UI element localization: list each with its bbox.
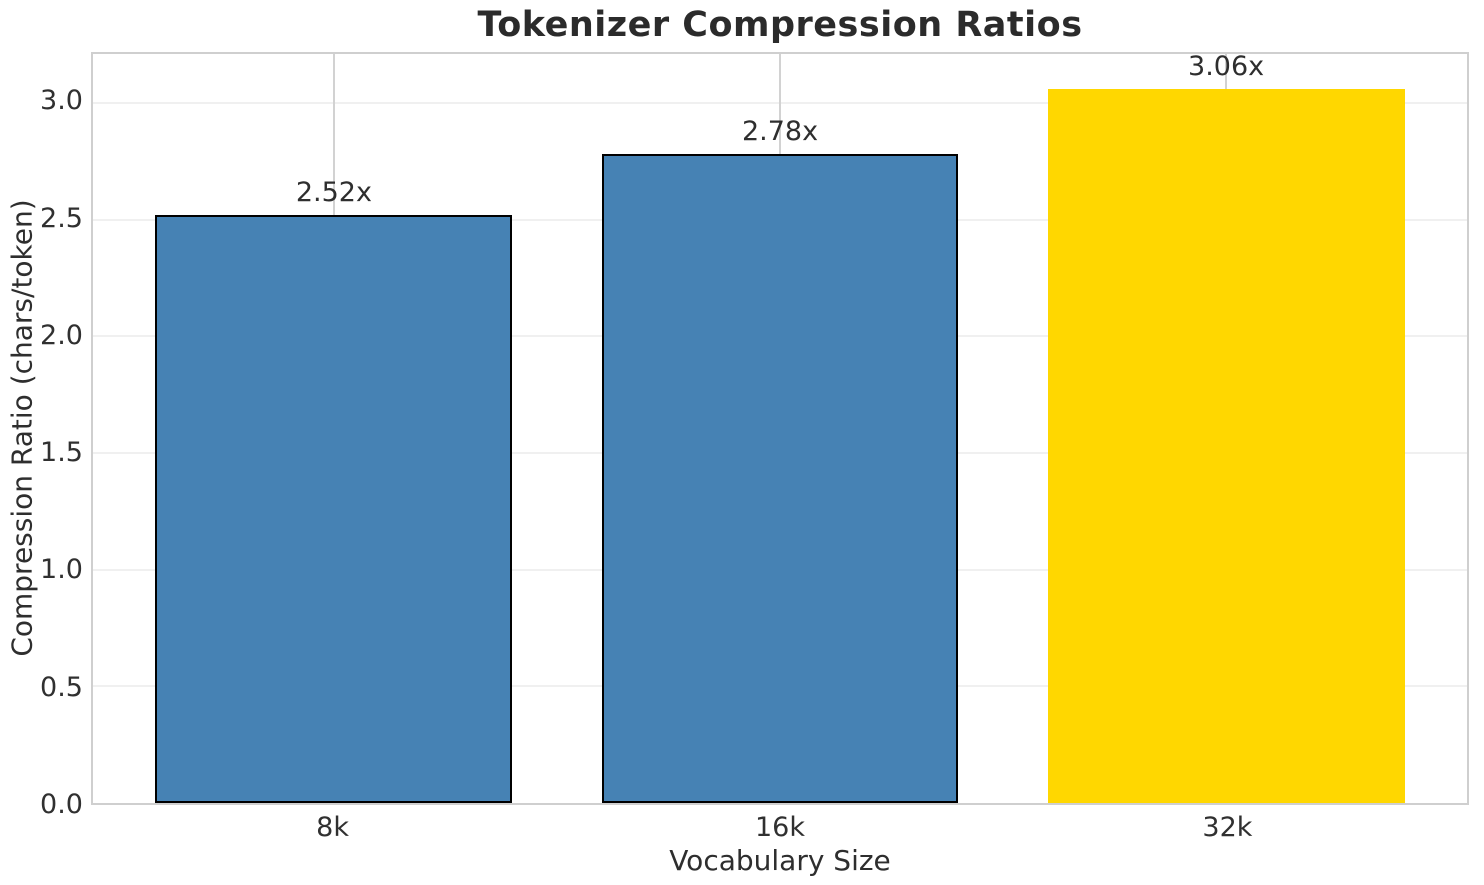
y-tick-label: 1.0 xyxy=(40,554,83,586)
y-tick-label: 0.5 xyxy=(40,671,83,703)
x-tick-label-16k: 16k xyxy=(755,812,805,843)
y-tick-label: 0.0 xyxy=(40,789,83,820)
bar-16k xyxy=(601,154,959,803)
y-tick-label: 3.0 xyxy=(40,85,83,117)
x-tick-labels: 8k 16k 32k xyxy=(91,812,1469,846)
x-axis-label: Vocabulary Size xyxy=(669,844,891,877)
plot-area: 2.52x 2.78x 3.06x xyxy=(91,51,1469,805)
x-tick-label-32k: 32k xyxy=(1202,812,1253,843)
bar-value-label-32k: 3.06x xyxy=(1188,51,1265,82)
y-tick-label: 1.5 xyxy=(40,437,83,469)
x-tick-label-8k: 8k xyxy=(316,812,350,843)
bar-8k xyxy=(155,215,513,803)
bar-32k xyxy=(1047,89,1405,803)
bar-value-label-8k: 2.52x xyxy=(295,177,372,208)
y-tick-labels: 0.0 0.5 1.0 1.5 2.0 2.5 3.0 xyxy=(0,0,83,885)
bar-value-label-16k: 2.78x xyxy=(741,116,819,148)
chart-title: Tokenizer Compression Ratios xyxy=(477,5,1083,45)
y-tick-label: 2.0 xyxy=(40,319,83,351)
y-tick-label: 2.5 xyxy=(40,202,83,234)
